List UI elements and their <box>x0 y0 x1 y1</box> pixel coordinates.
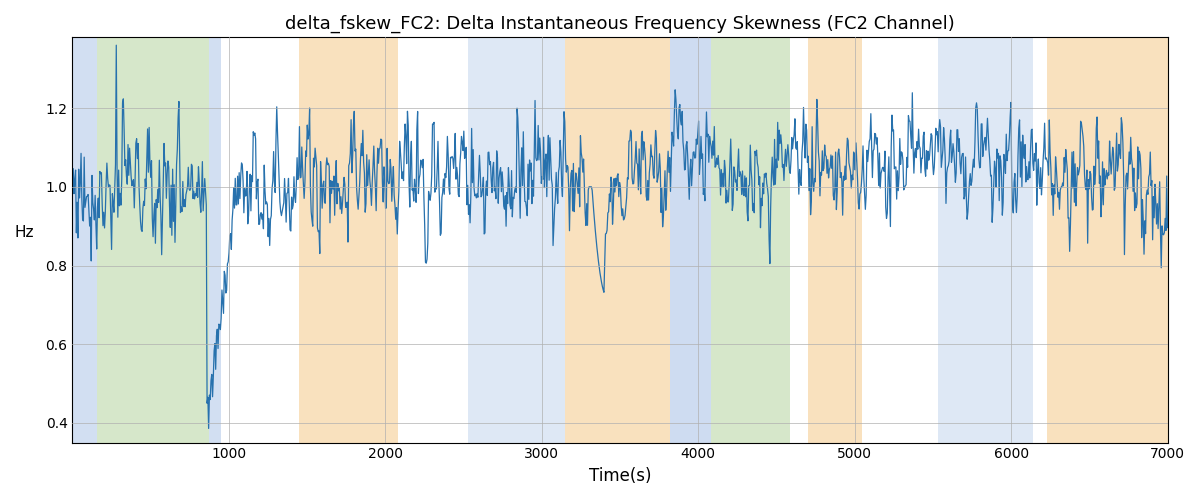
Bar <box>209 38 221 442</box>
Bar <box>808 38 863 442</box>
X-axis label: Time(s): Time(s) <box>589 467 652 485</box>
Y-axis label: Hz: Hz <box>14 225 35 240</box>
Title: delta_fskew_FC2: Delta Instantaneous Frequency Skewness (FC2 Channel): delta_fskew_FC2: Delta Instantaneous Fre… <box>286 15 955 34</box>
Bar <box>97 38 209 442</box>
Bar <box>670 38 710 442</box>
Bar <box>1048 38 1168 442</box>
Bar <box>299 38 398 442</box>
Bar <box>937 38 1033 442</box>
Bar <box>72 38 97 442</box>
Bar <box>710 38 791 442</box>
Bar <box>565 38 670 442</box>
Bar <box>468 38 565 442</box>
